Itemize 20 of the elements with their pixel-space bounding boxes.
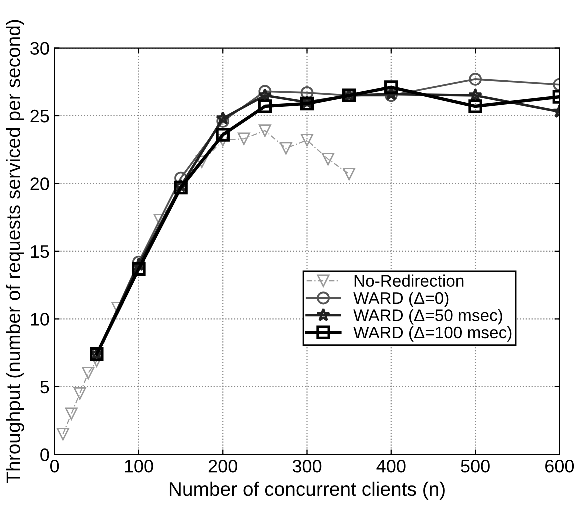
legend-label: WARD (Δ=100 msec) <box>354 326 512 342</box>
x-tick-label: 100 <box>125 460 154 473</box>
x-tick-label: 500 <box>461 460 490 473</box>
x-axis-title: Number of concurrent clients (n) <box>170 482 445 500</box>
legend-label: WARD (Δ=0) <box>354 292 449 308</box>
y-tick-label: 20 <box>30 178 50 190</box>
legend-label: WARD (Δ=50 msec) <box>354 309 502 325</box>
x-tick-label: 200 <box>208 460 238 473</box>
legend-label: No-Redirection <box>354 274 464 288</box>
y-tick-label: 15 <box>31 246 50 258</box>
y-tick-label: 30 <box>30 42 50 55</box>
y-tick-label: 10 <box>31 313 50 326</box>
y-tick-label: 0 <box>40 448 50 462</box>
x-tick-label: 0 <box>50 460 60 473</box>
y-axis-title: Throughput (number of requests serviced per second) <box>6 20 24 484</box>
x-tick-label: 400 <box>376 460 406 473</box>
y-tick-label: 5 <box>40 381 50 394</box>
y-tick-label: 25 <box>30 110 50 123</box>
x-tick-label: 600 <box>546 460 574 473</box>
x-tick-label: 300 <box>292 460 322 473</box>
